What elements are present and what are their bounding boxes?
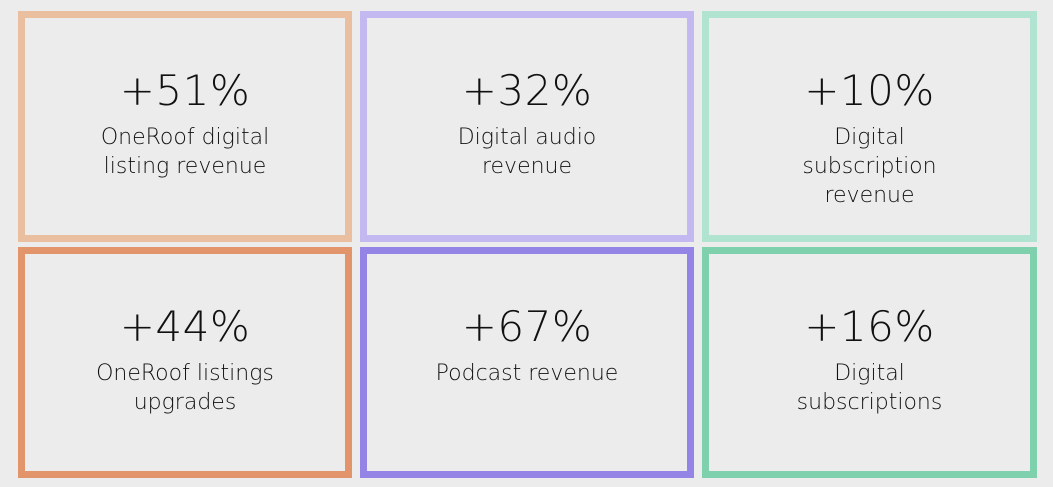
stat-value: +16% (804, 302, 935, 351)
stat-card-digital-audio-revenue: +32% Digital audio revenue (360, 11, 694, 242)
stat-label: Digital subscriptions (796, 361, 943, 415)
stat-value: +10% (804, 66, 935, 115)
stat-value: +32% (461, 66, 593, 115)
stat-card-oneroof-listing-revenue: +51% OneRoof digital listing revenue (18, 11, 352, 242)
stat-value: +44% (119, 302, 251, 351)
stats-grid: +51% OneRoof digital listing revenue +32… (18, 11, 1037, 478)
stat-label: Podcast revenue (435, 361, 619, 386)
stat-label: OneRoof listings upgrades (96, 361, 274, 415)
stat-label: OneRoof digital listing revenue (100, 125, 270, 179)
stat-value: +67% (461, 302, 593, 351)
stat-card-digital-subscription-revenue: +10% Digital subscription revenue (702, 11, 1037, 242)
stat-card-digital-subscriptions: +16% Digital subscriptions (702, 247, 1037, 478)
stat-card-oneroof-listings-upgrades: +44% OneRoof listings upgrades (18, 247, 352, 478)
stat-label: Digital audio revenue (457, 125, 597, 179)
stat-label: Digital subscription revenue (802, 125, 937, 208)
stat-card-podcast-revenue: +67% Podcast revenue (360, 247, 694, 478)
stat-value: +51% (119, 66, 251, 115)
